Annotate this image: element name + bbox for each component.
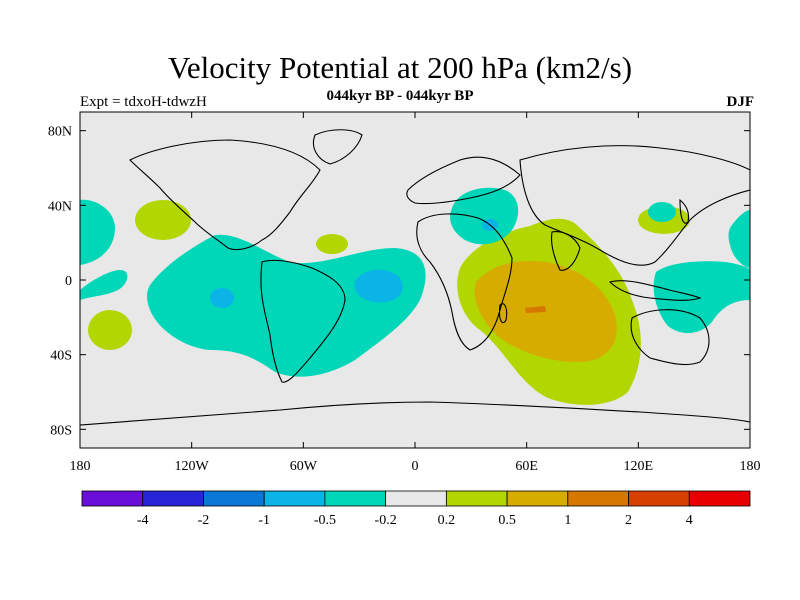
- contour-negative-west-pacific: [653, 261, 750, 334]
- colorbar-label: 0.2: [438, 513, 456, 528]
- lon-tick-label: 120E: [624, 459, 654, 474]
- colorbar-label: 1: [564, 513, 571, 528]
- contour-positive-pacific-s: [88, 310, 132, 350]
- colorbar-label: -2: [198, 513, 210, 528]
- lon-tick-label: 60W: [290, 459, 318, 474]
- colorbar-label: 4: [686, 513, 693, 528]
- coast-madagascar: [499, 303, 508, 324]
- colorbar-swatch: [324, 490, 387, 507]
- map-title: Velocity Potential at 200 hPa (km2/s): [167, 50, 633, 85]
- colorbar-label: -0.5: [314, 513, 336, 528]
- contour-negative-pacific: [80, 199, 128, 300]
- contour-negative-0.5-atlantic: [354, 269, 403, 303]
- colorbar-swatch: [445, 490, 508, 507]
- contour-positive-1: [525, 306, 546, 313]
- coast-australia: [630, 309, 710, 366]
- lon-tick-label: 120W: [175, 459, 210, 474]
- coast-japan: [679, 198, 690, 224]
- colorbar-swatch: [688, 490, 751, 507]
- colorbar-label: 0.5: [498, 513, 516, 528]
- colorbar-swatch: [263, 490, 326, 507]
- coast-africa: [416, 213, 513, 351]
- contour-negative-americas: [147, 234, 426, 377]
- colorbar-swatch: [567, 490, 629, 507]
- experiment-label: Expt = tdxoH-tdwzH: [80, 94, 207, 110]
- coast-europe: [406, 156, 521, 205]
- lat-tick-label: 40S: [50, 349, 72, 364]
- lon-tick-label: 180: [740, 459, 761, 474]
- colorbar-label: 2: [625, 513, 632, 528]
- coast-india: [551, 231, 581, 271]
- map-subtitle: 044kyr BP - 044kyr BP: [326, 88, 474, 104]
- axis-ticks: 180 120W 60W 0 60E 120E 180 80N 40N 0 40S 80S: [48, 112, 761, 474]
- coastlines: [80, 129, 750, 426]
- contour-positive-atlantic: [316, 234, 348, 254]
- contour-positive-pacific-n: [135, 200, 191, 240]
- colorbar-swatch: [81, 490, 144, 507]
- colorbar-label: -4: [137, 513, 149, 528]
- colorbar-swatch: [628, 490, 690, 507]
- coast-greenland: [312, 129, 363, 165]
- contour-negative-middle-east: [450, 187, 519, 245]
- lon-tick-label: 60E: [515, 459, 538, 474]
- colorbar-swatch: [506, 490, 569, 507]
- contour-negative-0.5-pacific: [210, 288, 234, 308]
- lat-tick-label: 80S: [50, 423, 72, 438]
- contour-negative-east-pacific: [728, 210, 750, 268]
- contour-fields: [80, 187, 750, 405]
- contour-negative-china: [648, 202, 676, 222]
- season-label: DJF: [726, 94, 755, 110]
- coast-south-america: [260, 259, 346, 383]
- colorbar-swatch: [203, 490, 265, 507]
- lat-tick-label: 0: [65, 274, 72, 289]
- coast-antarctica: [80, 401, 750, 426]
- coast-indonesia: [608, 280, 702, 301]
- colorbar: -4 -2 -1 -0.5 -0.2 0.2 0.5 1 2 4: [81, 490, 751, 528]
- colorbar-swatch: [385, 490, 447, 507]
- lat-tick-label: 40N: [48, 199, 72, 214]
- colorbar-label: -1: [258, 513, 270, 528]
- colorbar-label: -0.2: [375, 513, 397, 528]
- lon-tick-label: 0: [412, 459, 419, 474]
- coast-north-america: [129, 139, 321, 251]
- lat-tick-label: 80N: [48, 125, 72, 140]
- colorbar-swatch: [142, 490, 204, 507]
- lon-tick-label: 180: [70, 459, 91, 474]
